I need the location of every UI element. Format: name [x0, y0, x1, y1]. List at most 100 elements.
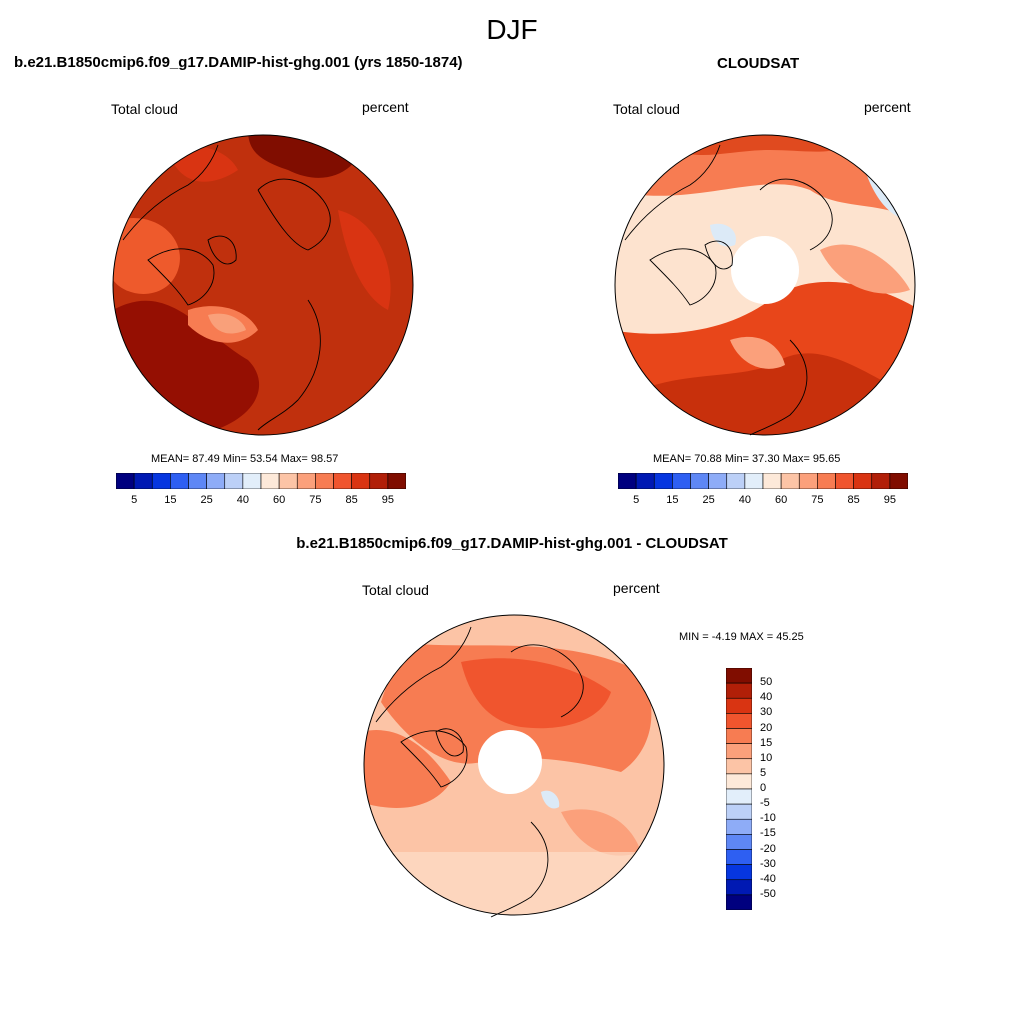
- diff-units-label: percent: [613, 580, 660, 596]
- obs-colorbar-labels: 5 15 25 40 60 75 85 95: [618, 494, 908, 508]
- diff-colorbar-swatch: [726, 788, 752, 805]
- diff-colorbar-swatch: [726, 849, 752, 865]
- model-colorbar-label: 95: [381, 494, 394, 506]
- obs-colorbar-swatch: [889, 473, 908, 489]
- diff-colorbar-swatch: [726, 834, 752, 850]
- diff-missing-pole: [478, 730, 542, 794]
- model-colorbar-swatch: [242, 473, 262, 489]
- model-colorbar-label: 5: [131, 494, 138, 506]
- model-colorbar-swatch: [315, 473, 334, 489]
- obs-map-border: [614, 134, 916, 436]
- obs-colorbar-swatch: [817, 473, 836, 489]
- obs-field-east-region: [820, 244, 910, 294]
- model-colorbar-swatch: [369, 473, 389, 489]
- model-colorbar-label: 40: [236, 494, 249, 506]
- diff-variable-label: Total cloud: [362, 582, 429, 598]
- model-colorbar-swatch: [133, 473, 153, 489]
- diff-stats: MIN = -4.19 MAX = 45.25: [679, 631, 804, 643]
- obs-field-scand-region: [730, 336, 785, 369]
- obs-colorbar-swatch: [672, 473, 691, 489]
- diff-colorbar-label: -40: [760, 872, 776, 885]
- diff-field-weak-region-south: [364, 852, 664, 915]
- model-colorbar-label: 15: [164, 494, 177, 506]
- obs-colorbar-label: 75: [811, 494, 824, 506]
- diff-colorbar-label: 40: [760, 691, 773, 704]
- obs-colorbar-swatch: [871, 473, 891, 489]
- diff-case-title: b.e21.B1850cmip6.f09_g17.DAMIP-hist-ghg.…: [296, 535, 728, 552]
- diff-colorbar-swatch: [726, 864, 752, 881]
- diff-colorbar-label: 5: [760, 766, 767, 779]
- model-units-label: percent: [362, 99, 409, 115]
- diff-colorbar-swatch: [726, 682, 752, 699]
- diff-coastlines: [375, 626, 584, 918]
- model-polar-map: [112, 134, 414, 436]
- model-colorbar-labels: 5 15 25 40 60 75 85 95: [116, 494, 406, 508]
- model-colorbar-swatch: [351, 473, 371, 489]
- diff-colorbar-label: -10: [760, 812, 776, 825]
- model-colorbar-label: 60: [273, 494, 286, 506]
- obs-colorbar-swatch: [653, 473, 673, 489]
- obs-missing-pole: [731, 236, 799, 304]
- obs-colorbar-swatch: [853, 473, 873, 489]
- model-colorbar-swatch: [296, 473, 316, 489]
- diff-field-positive-region-strong: [461, 658, 611, 729]
- diff-colorbar-swatch: [726, 728, 752, 744]
- obs-polar-map: [614, 134, 916, 436]
- obs-colorbar-swatch: [780, 473, 800, 489]
- obs-colorbar-swatch: [744, 473, 764, 489]
- model-colorbar-label: 25: [200, 494, 213, 506]
- obs-colorbar-label: 85: [847, 494, 860, 506]
- diff-colorbar-swatch: [726, 697, 752, 714]
- model-colorbar-label: 85: [345, 494, 358, 506]
- diff-colorbar-label: 50: [760, 676, 773, 689]
- obs-colorbar-swatch: [635, 473, 655, 489]
- diff-field-siberia-region: [561, 809, 641, 856]
- model-stats: MEAN= 87.49 Min= 53.54 Max= 98.57: [151, 453, 339, 465]
- model-colorbar-swatch: [151, 473, 171, 489]
- model-case-title: b.e21.B1850cmip6.f09_g17.DAMIP-hist-ghg.…: [14, 54, 463, 71]
- obs-colorbar-swatch: [618, 473, 637, 489]
- diff-colorbar-swatch: [726, 894, 752, 910]
- diff-colorbar-swatch: [726, 758, 752, 775]
- diff-colorbar-label: -5: [760, 797, 770, 810]
- obs-colorbar-label: 5: [633, 494, 640, 506]
- obs-coastlines: [624, 144, 833, 436]
- model-colorbar-swatch: [333, 473, 352, 489]
- diff-colorbar-label: -15: [760, 827, 776, 840]
- diff-polar-map: [363, 614, 665, 918]
- model-colorbar-label: 75: [309, 494, 322, 506]
- obs-colorbar-label: 95: [883, 494, 896, 506]
- model-colorbar-swatch: [260, 473, 280, 489]
- obs-colorbar-swatch: [835, 473, 854, 489]
- diff-colorbar-label: 20: [760, 721, 773, 734]
- model-colorbar-swatch: [206, 473, 226, 489]
- obs-units-label: percent: [864, 99, 911, 115]
- diff-colorbar-label: -30: [760, 857, 776, 870]
- diff-field-negative-region: [541, 790, 560, 809]
- figure-title: DJF: [486, 14, 538, 45]
- obs-stats: MEAN= 70.88 Min= 37.30 Max= 95.65: [653, 453, 841, 465]
- obs-colorbar-swatch: [726, 473, 746, 489]
- obs-colorbar-swatch: [708, 473, 728, 489]
- diff-colorbar-swatch: [726, 668, 752, 684]
- obs-colorbar-label: 25: [702, 494, 715, 506]
- diff-colorbar-swatch: [726, 879, 752, 896]
- obs-colorbar-label: 60: [775, 494, 788, 506]
- obs-variable-label: Total cloud: [613, 101, 680, 117]
- diff-colorbar-swatch: [726, 713, 752, 729]
- model-colorbar-swatch: [170, 473, 189, 489]
- obs-colorbar-swatch: [762, 473, 782, 489]
- obs-colorbar: [618, 473, 908, 489]
- model-coastlines: [122, 144, 331, 431]
- model-colorbar-swatch: [278, 473, 298, 489]
- diff-colorbar-label: -50: [760, 887, 776, 900]
- diff-colorbar-label: 30: [760, 706, 773, 719]
- diff-colorbar-swatch: [726, 773, 752, 790]
- model-variable-label: Total cloud: [111, 101, 178, 117]
- diff-colorbar-label: -20: [760, 842, 776, 855]
- model-colorbar-swatch: [224, 473, 244, 489]
- model-field-region-east: [338, 210, 391, 310]
- diff-colorbar-swatch: [726, 818, 752, 835]
- diff-colorbar-label: 15: [760, 736, 773, 749]
- diff-colorbar-label: 10: [760, 751, 773, 764]
